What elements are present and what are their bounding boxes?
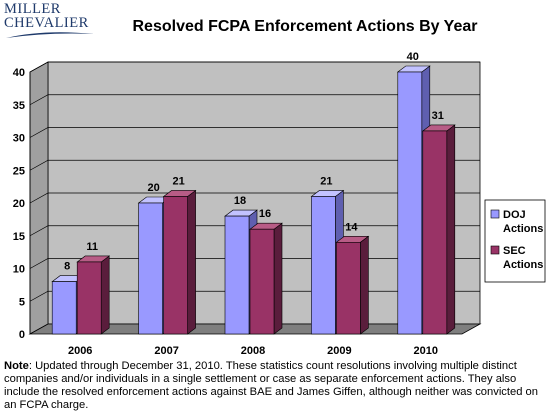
- y-tick-label: 0: [19, 329, 25, 341]
- bar-sec-2009: [336, 242, 361, 335]
- bar-sec-2007: [163, 196, 188, 335]
- miller-chevalier-logo: MILLER CHEVALIER: [4, 2, 100, 40]
- y-tick-label: 5: [19, 296, 25, 308]
- bar-doj-2006: [51, 281, 77, 335]
- x-tick-label: 2010: [414, 345, 438, 357]
- gridline: [29, 159, 480, 171]
- x-tick-label: 2008: [241, 345, 265, 357]
- data-label: 16: [259, 208, 271, 220]
- note-body: : Updated through December 31, 2010. The…: [4, 360, 539, 411]
- data-label: 40: [407, 51, 419, 63]
- data-label: 8: [64, 261, 70, 273]
- data-label: 31: [432, 110, 444, 122]
- gridline: [29, 61, 480, 73]
- legend-label: Actions: [503, 259, 543, 271]
- y-tick-label: 35: [13, 100, 25, 112]
- y-tick-label: 15: [13, 231, 25, 243]
- bar-side: [187, 189, 196, 335]
- bar-doj-2007: [138, 202, 163, 335]
- logo-swoosh-icon: [6, 32, 94, 38]
- note-text: Note: Updated through December 31, 2010.…: [4, 360, 546, 412]
- legend-label: SEC: [503, 245, 526, 257]
- logo-line-1: MILLER: [4, 1, 61, 17]
- data-label: 21: [320, 175, 332, 187]
- legend-swatch-doj: [490, 209, 500, 219]
- bar-side: [100, 255, 110, 335]
- bar-sec-2006: [76, 261, 102, 335]
- legend: DOJ Actions SEC Actions: [484, 199, 546, 283]
- x-tick-label: 2009: [327, 345, 351, 357]
- bar-chart: 0 5 10 15 20 25 30 35 40 8 11 2006 20 21 2007 18 16 2008 2…: [13, 51, 546, 357]
- data-label: 11: [86, 241, 98, 253]
- bar-doj-2010: [397, 71, 423, 335]
- bar-doj-2009: [311, 196, 336, 335]
- y-tick-label: 25: [13, 165, 25, 177]
- logo-line-2: CHEVALIER: [4, 15, 89, 31]
- bar-side: [360, 235, 369, 335]
- legend-swatch-sec: [490, 245, 500, 255]
- legend-label: Actions: [503, 223, 543, 235]
- x-tick-label: 2006: [68, 345, 92, 357]
- bar-side: [273, 222, 283, 335]
- y-tick-label: 20: [13, 198, 25, 210]
- data-label: 21: [172, 175, 184, 187]
- legend-label: DOJ: [503, 209, 526, 221]
- data-label: 14: [345, 221, 358, 233]
- note-label: Note: [4, 360, 29, 372]
- bar-doj-2008: [224, 215, 250, 335]
- gridline: [29, 94, 480, 106]
- data-label: 18: [234, 195, 246, 207]
- y-tick-label: 40: [13, 67, 25, 79]
- data-label: 20: [147, 182, 159, 194]
- x-tick-label: 2007: [154, 345, 178, 357]
- bar-side: [446, 124, 456, 335]
- y-tick-label: 10: [13, 264, 25, 276]
- y-tick-label: 30: [13, 133, 25, 145]
- bar-sec-2008: [249, 228, 275, 335]
- bar-sec-2010: [422, 130, 448, 335]
- chart-title: Resolved FCPA Enforcement Actions By Yea…: [132, 18, 478, 35]
- gridline: [29, 127, 480, 138]
